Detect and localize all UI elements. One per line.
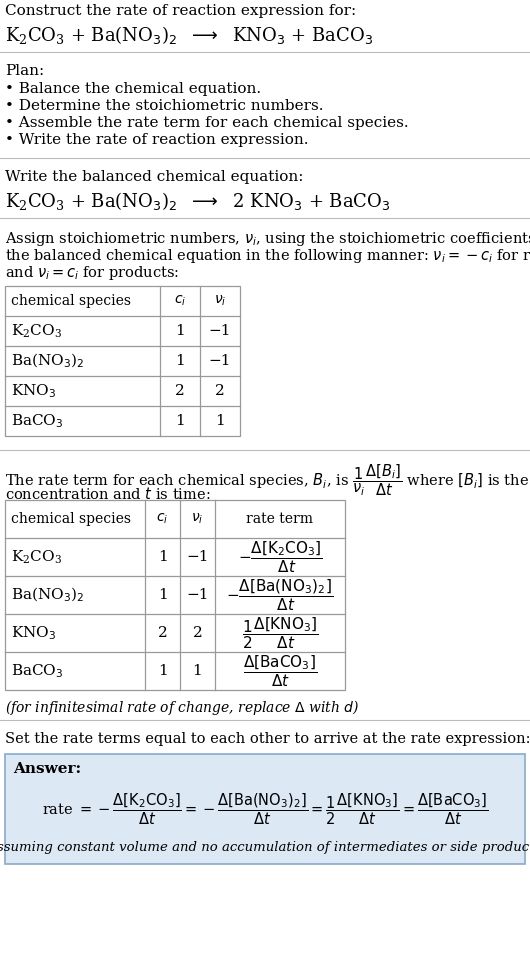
Text: Assign stoichiometric numbers, $\nu_i$, using the stoichiometric coefficients, $: Assign stoichiometric numbers, $\nu_i$, … bbox=[5, 230, 530, 248]
Text: Ba(NO$_3$)$_2$: Ba(NO$_3$)$_2$ bbox=[11, 352, 84, 370]
Text: −1: −1 bbox=[209, 324, 231, 338]
Text: The rate term for each chemical species, $B_i$, is $\dfrac{1}{\nu_i}\dfrac{\Delt: The rate term for each chemical species,… bbox=[5, 462, 530, 498]
Text: Answer:: Answer: bbox=[13, 762, 81, 776]
Text: (for infinitesimal rate of change, replace $\Delta$ with $d$): (for infinitesimal rate of change, repla… bbox=[5, 698, 359, 717]
FancyBboxPatch shape bbox=[5, 754, 525, 864]
Text: 2: 2 bbox=[192, 626, 202, 640]
Text: 1: 1 bbox=[175, 354, 185, 368]
Text: Set the rate terms equal to each other to arrive at the rate expression:: Set the rate terms equal to each other t… bbox=[5, 732, 530, 746]
Text: BaCO$_3$: BaCO$_3$ bbox=[11, 662, 64, 680]
Text: −1: −1 bbox=[209, 354, 231, 368]
Text: 1: 1 bbox=[175, 414, 185, 428]
Text: rate term: rate term bbox=[246, 512, 314, 526]
Text: the balanced chemical equation in the following manner: $\nu_i = -c_i$ for react: the balanced chemical equation in the fo… bbox=[5, 247, 530, 265]
Text: Construct the rate of reaction expression for:: Construct the rate of reaction expressio… bbox=[5, 4, 356, 18]
Text: $\mathregular{K_2CO_3}$: $\mathregular{K_2CO_3}$ bbox=[11, 322, 62, 340]
Text: $\nu_i$: $\nu_i$ bbox=[191, 512, 204, 526]
Text: chemical species: chemical species bbox=[11, 294, 131, 308]
Text: • Determine the stoichiometric numbers.: • Determine the stoichiometric numbers. bbox=[5, 99, 323, 113]
Text: $-\dfrac{\Delta[\mathrm{K_2CO_3}]}{\Delta t}$: $-\dfrac{\Delta[\mathrm{K_2CO_3}]}{\Delt… bbox=[238, 539, 322, 575]
Text: • Assemble the rate term for each chemical species.: • Assemble the rate term for each chemic… bbox=[5, 116, 409, 130]
Text: 1: 1 bbox=[175, 324, 185, 338]
Text: $c_i$: $c_i$ bbox=[174, 294, 186, 308]
Text: (assuming constant volume and no accumulation of intermediates or side products): (assuming constant volume and no accumul… bbox=[0, 841, 530, 854]
Text: KNO$_3$: KNO$_3$ bbox=[11, 382, 56, 400]
Text: $-\dfrac{\Delta[\mathrm{Ba(NO_3)_2}]}{\Delta t}$: $-\dfrac{\Delta[\mathrm{Ba(NO_3)_2}]}{\D… bbox=[226, 577, 333, 612]
Text: BaCO$_3$: BaCO$_3$ bbox=[11, 413, 64, 430]
Text: $\mathregular{K_2CO_3}$ + Ba(NO$_3$)$_2$  $\longrightarrow$  2 KNO$_3$ + BaCO$_3: $\mathregular{K_2CO_3}$ + Ba(NO$_3$)$_2$… bbox=[5, 190, 391, 212]
Text: chemical species: chemical species bbox=[11, 512, 131, 526]
Text: • Write the rate of reaction expression.: • Write the rate of reaction expression. bbox=[5, 133, 308, 147]
Text: 1: 1 bbox=[215, 414, 225, 428]
Text: $\nu_i$: $\nu_i$ bbox=[214, 294, 226, 308]
Text: 1: 1 bbox=[157, 550, 167, 564]
Text: and $\nu_i = c_i$ for products:: and $\nu_i = c_i$ for products: bbox=[5, 264, 179, 282]
Text: Ba(NO$_3$)$_2$: Ba(NO$_3$)$_2$ bbox=[11, 586, 84, 605]
Text: 1: 1 bbox=[157, 588, 167, 602]
Text: $\dfrac{1}{2}\dfrac{\Delta[\mathrm{KNO_3}]}{\Delta t}$: $\dfrac{1}{2}\dfrac{\Delta[\mathrm{KNO_3… bbox=[242, 615, 319, 651]
Text: $\dfrac{\Delta[\mathrm{BaCO_3}]}{\Delta t}$: $\dfrac{\Delta[\mathrm{BaCO_3}]}{\Delta … bbox=[243, 653, 317, 689]
Text: −1: −1 bbox=[186, 588, 209, 602]
Text: rate $= -\dfrac{\Delta[\mathrm{K_2CO_3}]}{\Delta t}= -\dfrac{\Delta[\mathrm{Ba(N: rate $= -\dfrac{\Delta[\mathrm{K_2CO_3}]… bbox=[42, 791, 488, 827]
Text: Plan:: Plan: bbox=[5, 64, 44, 78]
Text: • Balance the chemical equation.: • Balance the chemical equation. bbox=[5, 82, 261, 96]
Text: Write the balanced chemical equation:: Write the balanced chemical equation: bbox=[5, 170, 304, 184]
Text: KNO$_3$: KNO$_3$ bbox=[11, 624, 56, 642]
Text: concentration and $t$ is time:: concentration and $t$ is time: bbox=[5, 486, 210, 502]
Text: 2: 2 bbox=[215, 384, 225, 398]
Text: 1: 1 bbox=[192, 664, 202, 678]
Text: 1: 1 bbox=[157, 664, 167, 678]
Text: $c_i$: $c_i$ bbox=[156, 512, 169, 526]
Text: $\mathregular{K_2CO_3}$ + Ba(NO$_3$)$_2$  $\longrightarrow$  KNO$_3$ + BaCO$_3$: $\mathregular{K_2CO_3}$ + Ba(NO$_3$)$_2$… bbox=[5, 24, 373, 46]
Bar bbox=[5, 286, 240, 436]
Text: 2: 2 bbox=[175, 384, 185, 398]
Text: 2: 2 bbox=[157, 626, 167, 640]
Bar bbox=[5, 500, 345, 690]
Text: −1: −1 bbox=[186, 550, 209, 564]
Text: $\mathregular{K_2CO_3}$: $\mathregular{K_2CO_3}$ bbox=[11, 548, 62, 565]
